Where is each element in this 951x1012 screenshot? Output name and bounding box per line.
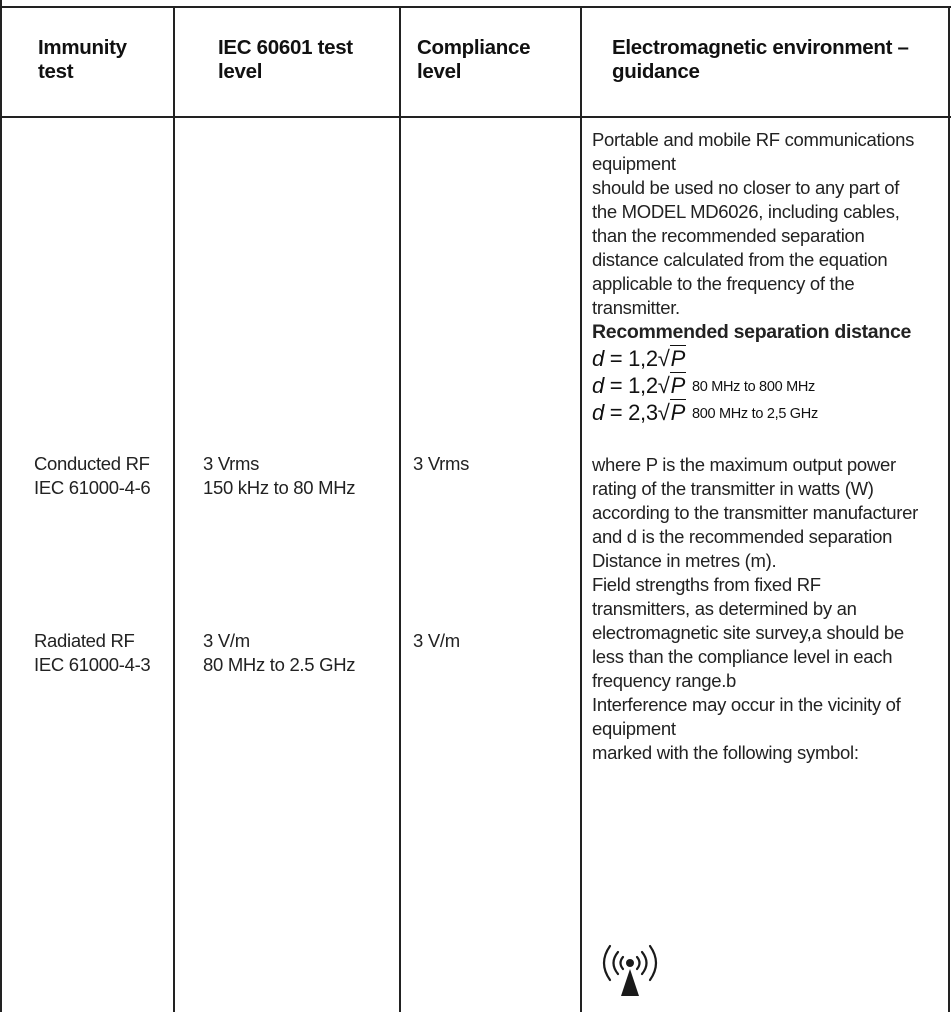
- guidance-text: Portable and mobile RF communications eq…: [592, 128, 918, 765]
- guidance-line: the MODEL MD6026, including cables,: [592, 201, 900, 222]
- table-border-left: [0, 0, 2, 1012]
- guidance-line: Interference may occur in the vicinity o…: [592, 694, 901, 715]
- guidance-line: Distance in metres (m).: [592, 550, 777, 571]
- column-divider-3: [580, 6, 582, 1012]
- guidance-line: transmitter.: [592, 297, 680, 318]
- table-top-rule: [0, 6, 951, 8]
- header-compliance-level: Compliance level: [417, 36, 531, 83]
- header-guidance: Electromagnetic environment – guidance: [612, 36, 909, 83]
- row-conducted-level: 3 Vrms 150 kHz to 80 MHz: [203, 453, 356, 498]
- equation-3: d = 2,3√P 800 MHz to 2,5 GHz: [592, 399, 818, 425]
- guidance-line: should be used no closer to any part of: [592, 177, 900, 198]
- row-radiated-compliance: 3 V/m: [413, 630, 460, 651]
- guidance-line: distance calculated from the equation: [592, 249, 888, 270]
- column-divider-1: [173, 6, 175, 1012]
- header-bottom-rule: [0, 116, 951, 118]
- guidance-line: frequency range.b: [592, 670, 737, 691]
- separation-distance-heading: Recommended separation distance: [592, 321, 912, 343]
- row-conducted-compliance: 3 Vrms: [413, 453, 470, 474]
- guidance-line: than the recommended separation: [592, 225, 865, 246]
- guidance-line: electromagnetic site survey,a should be: [592, 622, 904, 643]
- header-immunity-test: Immunity test: [38, 36, 127, 83]
- non-ionizing-radiation-icon: [602, 944, 658, 996]
- header-test-level: IEC 60601 test level: [218, 36, 353, 83]
- guidance-line: transmitters, as determined by an: [592, 598, 857, 619]
- guidance-line: Field strengths from fixed RF: [592, 574, 821, 595]
- row-conducted-test: Conducted RF IEC 61000-4-6: [34, 453, 151, 498]
- guidance-line: equipment: [592, 153, 676, 174]
- guidance-line: rating of the transmitter in watts (W): [592, 478, 874, 499]
- equation-2: d = 1,2√P 80 MHz to 800 MHz: [592, 372, 815, 398]
- guidance-line: according to the transmitter manufacture…: [592, 502, 918, 523]
- guidance-line: equipment: [592, 718, 676, 739]
- guidance-line: marked with the following symbol:: [592, 742, 859, 763]
- table-border-right: [948, 6, 950, 1012]
- row-radiated-test: Radiated RF IEC 61000-4-3: [34, 630, 151, 675]
- guidance-line: Portable and mobile RF communications: [592, 129, 915, 150]
- guidance-line: where P is the maximum output power: [592, 454, 896, 475]
- guidance-line: applicable to the frequency of the: [592, 273, 855, 294]
- row-radiated-level: 3 V/m 80 MHz to 2.5 GHz: [203, 630, 356, 675]
- equation-1: d = 1,2√P: [592, 345, 686, 371]
- guidance-line: less than the compliance level in each: [592, 646, 893, 667]
- guidance-line: and d is the recommended separation: [592, 526, 893, 547]
- column-divider-2: [399, 6, 401, 1012]
